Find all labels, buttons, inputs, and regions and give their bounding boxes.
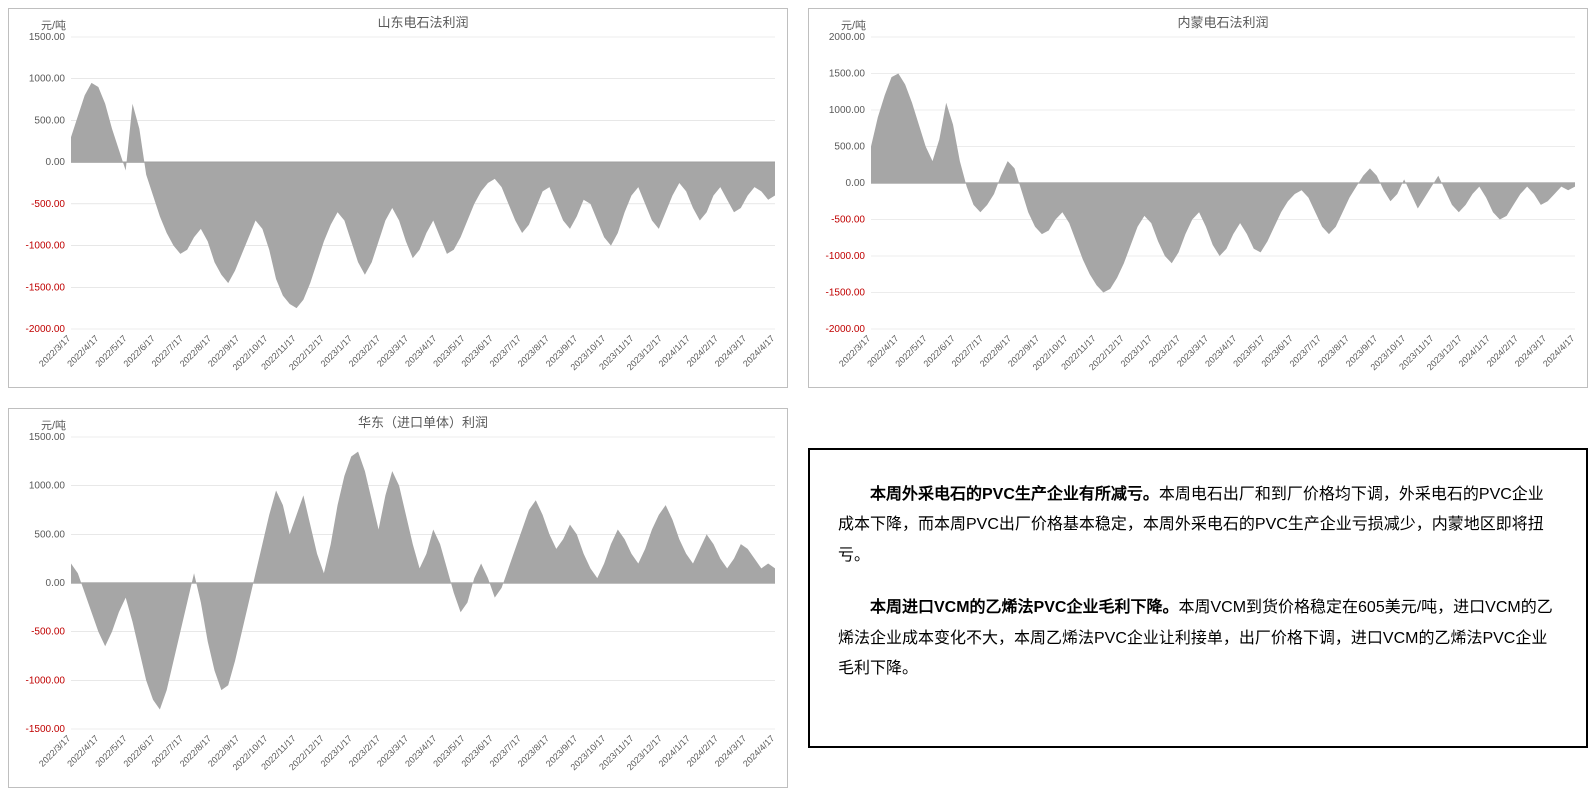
chart-title: 内蒙电石法利润 bbox=[1177, 15, 1268, 30]
chart-neimeng: -2000.00 -1500.00 -1000.00 -500.00 0.00 500.0… bbox=[809, 9, 1587, 387]
y-tick-label: -1500.00 bbox=[26, 724, 66, 735]
y-tick-label: 500.00 bbox=[834, 142, 865, 153]
y-tick-label: -2000.00 bbox=[26, 324, 66, 335]
y-tick-label: 0.00 bbox=[46, 578, 66, 589]
y-tick-label: -1500.00 bbox=[26, 282, 66, 293]
y-tick-label: 0.00 bbox=[846, 178, 866, 189]
chart-huadong: -1500.00 -1000.00 -500.00 0.00 500.00 1000.00… bbox=[9, 409, 787, 787]
y-tick-label: 1500.00 bbox=[829, 69, 866, 80]
y-tick-label: -1000.00 bbox=[26, 241, 66, 252]
paragraph-lead: 本周进口VCM的乙烯法PVC企业毛利下降。 bbox=[870, 599, 1178, 616]
commentary-wrapper: 本周外采电石的PVC生产企业有所减亏。本周电石出厂和到厂价格均下调，外采电石的P… bbox=[808, 408, 1588, 788]
dashboard-grid: -2000.00 -1500.00 -1000.00 -500.00 0.00 500.0… bbox=[8, 8, 1586, 788]
chart-panel-neimeng: -2000.00 -1500.00 -1000.00 -500.00 0.00 500.0… bbox=[808, 8, 1588, 388]
y-tick-label: -500.00 bbox=[31, 627, 65, 638]
y-tick-label: 1500.00 bbox=[29, 32, 66, 43]
y-tick-label: -1000.00 bbox=[826, 251, 866, 262]
y-axis-label: 元/吨 bbox=[41, 19, 66, 32]
paragraph-lead: 本周外采电石的PVC生产企业有所减亏。 bbox=[870, 486, 1159, 503]
chart-shandong: -2000.00 -1500.00 -1000.00 -500.00 0.00 500.0… bbox=[9, 9, 787, 387]
y-tick-label: -2000.00 bbox=[826, 324, 866, 335]
chart-title: 山东电石法利润 bbox=[377, 15, 468, 30]
commentary-paragraph: 本周进口VCM的乙烯法PVC企业毛利下降。本周VCM到货价格稳定在605美元/吨… bbox=[838, 593, 1558, 684]
y-tick-label: -1000.00 bbox=[26, 675, 66, 686]
y-tick-label: -500.00 bbox=[31, 199, 65, 210]
y-axis-label: 元/吨 bbox=[841, 19, 866, 32]
y-tick-label: 1500.00 bbox=[29, 432, 66, 443]
chart-panel-huadong: -1500.00 -1000.00 -500.00 0.00 500.00 1000.00… bbox=[8, 408, 788, 788]
y-tick-label: 1000.00 bbox=[29, 74, 66, 85]
y-tick-label: 2000.00 bbox=[829, 32, 866, 43]
chart-title: 华东（进口单体）利润 bbox=[358, 415, 488, 430]
commentary-paragraph: 本周外采电石的PVC生产企业有所减亏。本周电石出厂和到厂价格均下调，外采电石的P… bbox=[838, 480, 1558, 571]
commentary-panel: 本周外采电石的PVC生产企业有所减亏。本周电石出厂和到厂价格均下调，外采电石的P… bbox=[808, 448, 1588, 748]
y-tick-label: -500.00 bbox=[831, 215, 865, 226]
y-tick-label: 0.00 bbox=[46, 157, 66, 168]
chart-panel-shandong: -2000.00 -1500.00 -1000.00 -500.00 0.00 500.0… bbox=[8, 8, 788, 388]
y-axis-label: 元/吨 bbox=[41, 419, 66, 432]
y-tick-label: 1000.00 bbox=[829, 105, 866, 116]
y-tick-label: 1000.00 bbox=[29, 481, 66, 492]
y-tick-label: -1500.00 bbox=[826, 288, 866, 299]
y-tick-label: 500.00 bbox=[34, 115, 65, 126]
y-tick-label: 500.00 bbox=[34, 529, 65, 540]
